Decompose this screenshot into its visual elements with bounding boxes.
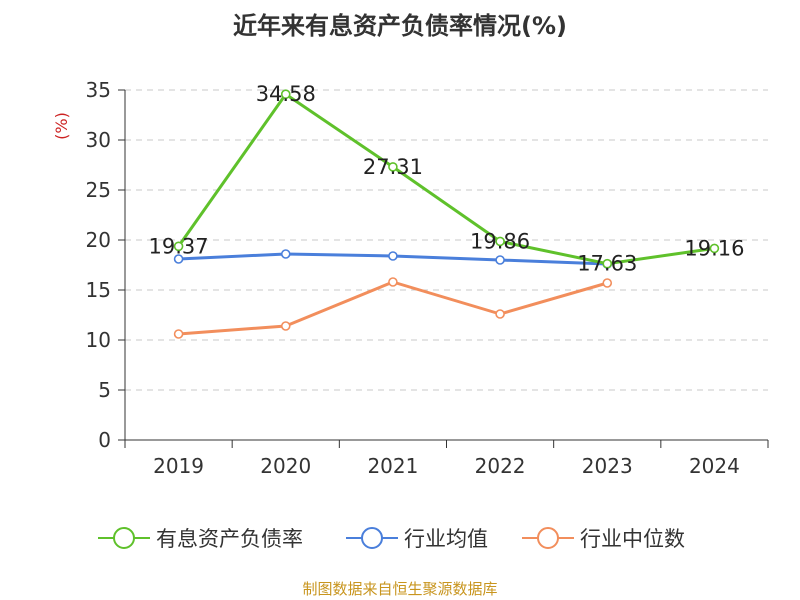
data-point [709, 243, 720, 254]
legend-swatch-marker [361, 527, 383, 549]
legend-item[interactable]: 行业中位数 [522, 518, 685, 558]
x-tick-label: 2024 [689, 454, 740, 478]
data-labels: 19.37 34.58 27.31 19.86 17.63 19.16 [149, 82, 745, 276]
legend-swatch [98, 527, 150, 549]
data-label: 17.63 [577, 252, 637, 276]
x-tick-label: 2019 [153, 454, 204, 478]
axes: 0 5 10 15 20 25 30 35 2019 2020 2021 2022 2023 2024 [86, 78, 769, 478]
legend-label: 行业中位数 [580, 527, 685, 551]
data-point [495, 255, 505, 265]
data-point [495, 309, 505, 319]
y-tick-label: 35 [86, 78, 111, 102]
y-axis-label: (%) [52, 112, 71, 140]
legend-label: 行业均值 [404, 527, 488, 551]
data-point [388, 277, 398, 287]
data-point [173, 241, 184, 252]
x-tick-label: 2023 [582, 454, 633, 478]
data-point [173, 329, 184, 339]
legend-swatch-marker [113, 527, 135, 549]
chart-title: 近年来有息资产负债率情况(%) [233, 12, 567, 40]
legend-item[interactable]: 有息资产负债率 [98, 518, 303, 558]
data-label: 19.16 [684, 236, 744, 260]
data-label: 19.86 [470, 229, 530, 253]
source-note: 制图数据来自恒生聚源数据库 [302, 580, 498, 598]
y-tick-label: 10 [86, 328, 111, 352]
data-point [388, 162, 398, 172]
legend-swatch [346, 527, 398, 549]
data-label: 19.37 [149, 234, 209, 258]
legend: 有息资产负债率 行业均值 行业中位数 [0, 518, 800, 558]
y-tick-label: 20 [86, 228, 111, 252]
data-point [495, 236, 505, 247]
data-point [280, 321, 291, 331]
x-tick-label: 2022 [475, 454, 526, 478]
y-tick-label: 15 [86, 278, 111, 302]
data-label: 34.58 [256, 82, 316, 106]
y-tick-label: 25 [86, 178, 111, 202]
x-tick-label: 2021 [367, 454, 418, 478]
data-point [602, 278, 613, 288]
data-point [280, 89, 291, 99]
y-tick-label: 30 [86, 128, 111, 152]
grid-lines [125, 89, 768, 391]
series-line [177, 92, 715, 266]
legend-swatch-marker [537, 527, 559, 549]
legend-swatch [522, 527, 574, 549]
y-tick-label: 0 [98, 428, 111, 452]
data-point [602, 258, 613, 269]
legend-item[interactable]: 行业均值 [346, 518, 488, 558]
data-point [173, 254, 184, 264]
data-point [388, 251, 398, 261]
x-tick-label: 2020 [260, 454, 311, 478]
legend-label: 有息资产负债率 [156, 527, 303, 551]
y-tick-label: 5 [98, 378, 111, 402]
data-point [280, 249, 291, 259]
data-label: 27.31 [363, 155, 423, 179]
series-lines [173, 89, 720, 339]
